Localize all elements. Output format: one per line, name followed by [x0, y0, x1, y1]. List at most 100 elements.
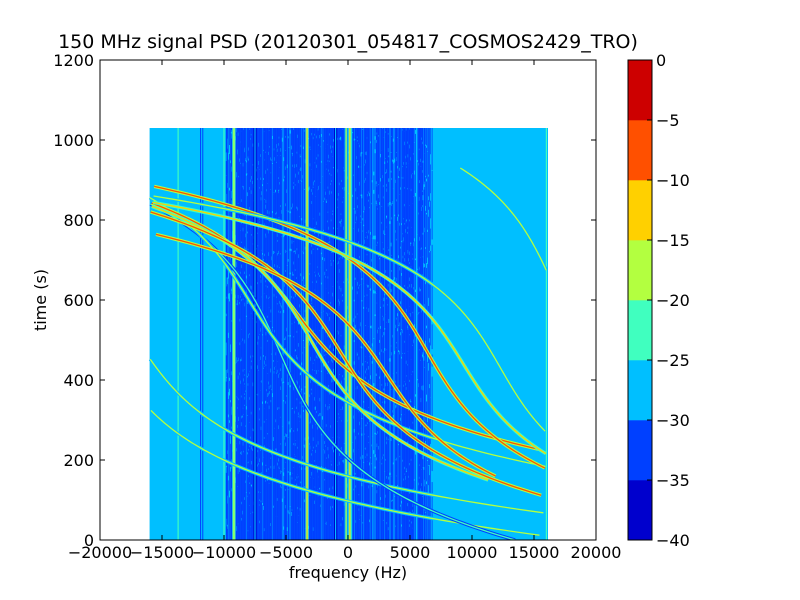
noise-floor-segment	[284, 364, 286, 402]
noise-floor-segment	[369, 289, 370, 357]
noise-floor-segment	[380, 499, 382, 540]
noise-floor-segment	[330, 377, 332, 461]
noise-floor-segment	[396, 373, 398, 458]
noise-floor-segment	[385, 322, 387, 371]
noise-floor-segment	[359, 326, 361, 389]
noise-floor-segment	[339, 451, 341, 540]
noise-floor-segment	[225, 316, 227, 343]
noise-floor-segment	[315, 128, 317, 136]
noise-floor-segment	[362, 220, 364, 231]
noise-floor-segment	[242, 166, 244, 228]
noise-floor-segment	[408, 319, 409, 408]
noise-floor-segment	[330, 221, 332, 263]
noise-floor-segment	[256, 394, 258, 458]
noise-floor-segment	[403, 386, 404, 479]
noise-floor-segment	[297, 417, 299, 477]
noise-floor-segment	[268, 298, 269, 382]
noise-floor-segment	[329, 128, 331, 134]
noise-floor-segment	[273, 150, 275, 193]
noise-floor-segment	[424, 249, 426, 282]
noise-floor-segment	[317, 267, 318, 358]
noise-floor-segment	[287, 261, 289, 336]
noise-floor-segment	[313, 128, 315, 134]
noise-floor-segment	[400, 189, 401, 247]
noise-floor-segment	[250, 225, 251, 253]
noise-floor-segment	[258, 505, 260, 540]
noise-floor-segment	[268, 154, 269, 230]
noise-floor-segment	[230, 128, 232, 130]
noise-floor-segment	[359, 272, 361, 323]
noise-floor-segment	[231, 133, 233, 167]
noise-floor-segment	[405, 471, 407, 540]
noise-floor-segment	[410, 402, 412, 449]
noise-floor-segment	[264, 404, 266, 481]
noise-floor-segment	[266, 328, 267, 390]
noise-floor-segment	[384, 295, 386, 329]
noise-floor-segment	[367, 287, 369, 362]
noise-floor-segment	[292, 473, 294, 540]
noise-floor-segment	[297, 509, 298, 523]
noise-floor-segment	[365, 505, 367, 540]
noise-floor-segment	[298, 489, 300, 516]
noise-floor-segment	[376, 358, 378, 414]
noise-floor-segment	[352, 228, 354, 319]
noise-floor-segment	[423, 189, 425, 264]
noise-floor-segment	[271, 163, 273, 211]
noise-floor-segment	[311, 491, 313, 540]
noise-floor-segment	[276, 147, 277, 162]
noise-floor-segment	[330, 128, 332, 175]
noise-floor-segment	[261, 128, 263, 185]
noise-floor-segment	[401, 353, 403, 403]
noise-floor-segment	[240, 128, 241, 142]
noise-floor-segment	[270, 402, 272, 466]
noise-floor-segment	[266, 183, 268, 211]
noise-floor-segment	[283, 529, 285, 540]
noise-floor-segment	[256, 171, 258, 218]
noise-floor-segment	[250, 414, 252, 485]
noise-floor-segment	[403, 206, 405, 253]
noise-floor-segment	[411, 523, 413, 540]
noise-floor-segment	[424, 210, 426, 247]
heatmap-layer	[148, 128, 548, 540]
noise-floor-segment	[310, 477, 311, 540]
noise-floor-segment	[370, 234, 372, 289]
noise-floor-segment	[239, 444, 241, 540]
noise-floor-segment	[404, 224, 406, 259]
y-tick-label: 0	[84, 531, 94, 550]
noise-floor-segment	[343, 252, 344, 282]
noise-floor-segment	[248, 334, 250, 371]
noise-floor-segment	[429, 419, 431, 466]
noise-floor-segment	[268, 270, 270, 308]
noise-floor-segment	[406, 189, 408, 232]
noise-floor-segment	[387, 247, 388, 305]
noise-floor-segment	[405, 363, 407, 388]
noise-floor-segment	[299, 403, 301, 415]
noise-floor-segment	[394, 279, 396, 351]
noise-floor-segment	[267, 373, 269, 403]
noise-floor-segment	[418, 214, 419, 249]
noise-floor-segment	[261, 128, 263, 192]
noise-floor-segment	[276, 297, 277, 373]
noise-floor-segment	[284, 128, 286, 151]
noise-floor-segment	[297, 359, 298, 382]
noise-floor-segment	[410, 359, 412, 401]
noise-floor-segment	[341, 258, 343, 295]
doppler-track-core	[150, 211, 542, 496]
noise-floor-segment	[263, 128, 264, 150]
noise-floor-segment	[371, 268, 373, 344]
noise-floor-segment	[313, 128, 315, 182]
noise-floor-segment	[289, 506, 291, 540]
noise-floor-segment	[377, 209, 378, 242]
noise-floor-segment	[293, 431, 295, 444]
noise-floor-segment	[380, 390, 382, 460]
noise-floor-segment	[336, 208, 338, 229]
noise-floor-segment	[312, 450, 313, 490]
noise-floor-segment	[290, 377, 292, 429]
noise-floor-segment	[387, 134, 389, 149]
noise-floor-segment	[230, 375, 232, 427]
noise-floor-segment	[292, 310, 294, 381]
noise-floor-segment	[248, 150, 249, 159]
noise-floor-segment	[382, 423, 384, 455]
noise-floor-segment	[363, 462, 365, 503]
noise-floor-segment	[407, 288, 409, 327]
